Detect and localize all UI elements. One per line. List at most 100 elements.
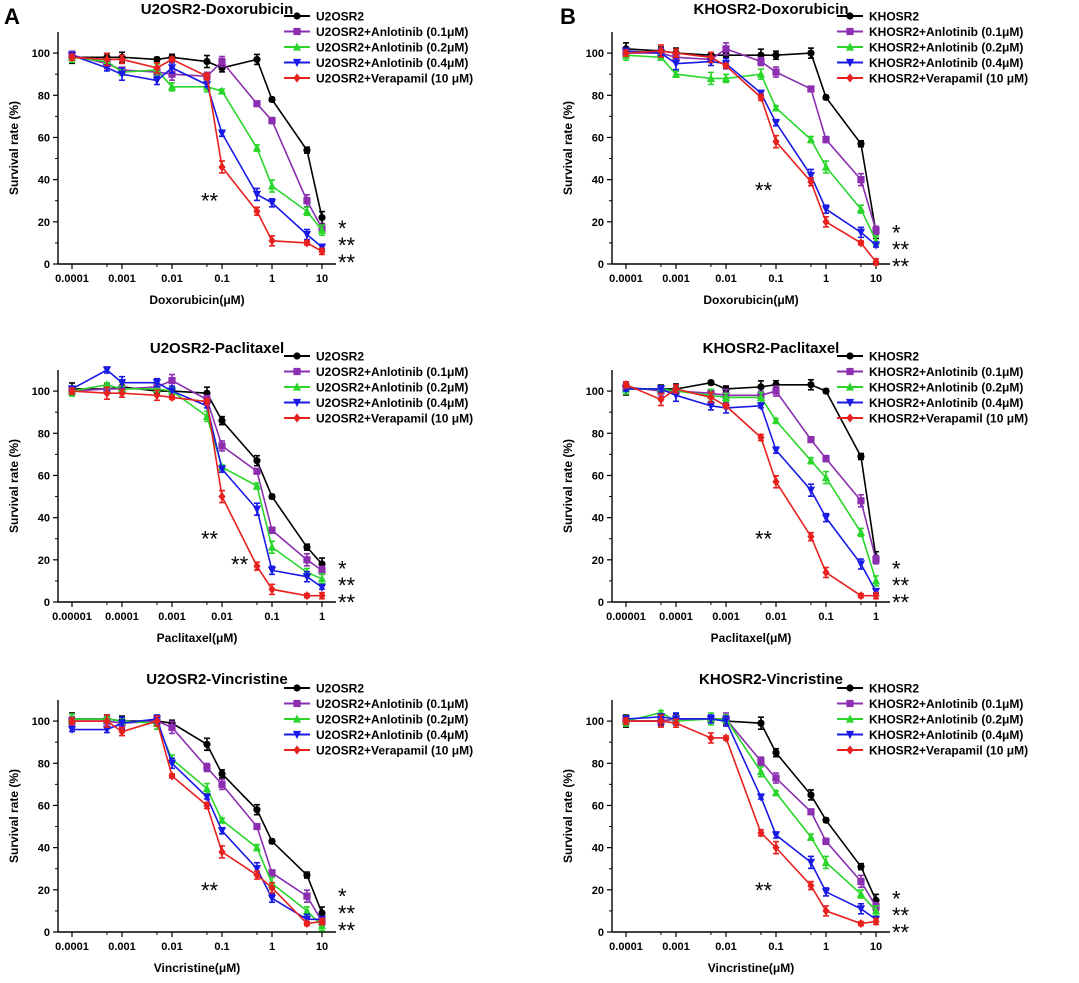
legend-marker bbox=[846, 352, 854, 360]
legend-entry: KHOSR2+Anlotinib (0.2μM) bbox=[837, 381, 1023, 395]
data-point bbox=[267, 542, 277, 551]
series-3 bbox=[621, 383, 881, 587]
legend-marker bbox=[845, 382, 855, 391]
y-tick-label: 20 bbox=[38, 217, 50, 229]
y-tick-label: 20 bbox=[592, 217, 604, 229]
data-point bbox=[807, 436, 815, 444]
data-point bbox=[822, 454, 830, 463]
data-point bbox=[822, 217, 830, 227]
y-axis-label: Survival rate (%) bbox=[561, 439, 575, 533]
data-point bbox=[303, 892, 311, 900]
data-point bbox=[253, 561, 261, 571]
x-axis-label: Vincristine(μM) bbox=[708, 961, 794, 975]
data-point bbox=[268, 526, 276, 534]
legend-label: KHOSR2+Anlotinib (0.2μM) bbox=[869, 41, 1023, 55]
data-point bbox=[856, 228, 866, 237]
data-point bbox=[657, 394, 665, 405]
legend-entry: U2OSR2 bbox=[284, 350, 364, 364]
legend-entry: U2OSR2+Anlotinib (0.1μM) bbox=[284, 697, 468, 711]
x-axis-label: Paclitaxel(μM) bbox=[157, 631, 238, 645]
series-line bbox=[72, 56, 323, 218]
data-point bbox=[757, 92, 765, 102]
data-point bbox=[807, 791, 815, 799]
legend-marker bbox=[293, 367, 301, 376]
significance-marker: ** bbox=[755, 527, 773, 552]
chart-panel-1: 0 20 40 60 80 100 0.0001 0.001 0.01 0.1 1 10 U2OSR2-… bbox=[7, 1, 473, 307]
y-tick-label: 0 bbox=[598, 927, 604, 939]
data-point bbox=[267, 199, 277, 208]
data-point bbox=[821, 205, 831, 214]
series-2 bbox=[622, 712, 880, 912]
legend-marker bbox=[845, 398, 855, 408]
series-line bbox=[626, 381, 877, 558]
legend-marker bbox=[846, 367, 854, 376]
data-point bbox=[757, 828, 765, 838]
data-point bbox=[252, 865, 262, 874]
data-point bbox=[721, 392, 731, 402]
data-point bbox=[303, 918, 311, 929]
legend-marker bbox=[845, 42, 855, 51]
data-point bbox=[218, 847, 226, 857]
y-tick-label: 0 bbox=[598, 597, 604, 609]
data-point bbox=[203, 397, 211, 407]
legend-entry: KHOSR2 bbox=[837, 682, 919, 696]
y-axis-label: Survival rate (%) bbox=[561, 769, 575, 863]
data-point bbox=[117, 379, 127, 388]
y-tick-label: 20 bbox=[38, 885, 50, 897]
data-point bbox=[707, 379, 715, 387]
y-axis-label: Survival rate (%) bbox=[7, 439, 21, 533]
data-point bbox=[318, 916, 326, 927]
series-line bbox=[71, 54, 323, 229]
data-point bbox=[821, 472, 831, 482]
x-tick-label: 0.1 bbox=[264, 611, 279, 623]
legend-label: KHOSR2+Anlotinib (0.1μM) bbox=[869, 25, 1023, 39]
data-point bbox=[268, 492, 276, 501]
data-point bbox=[821, 857, 831, 866]
data-point bbox=[167, 64, 177, 73]
data-point bbox=[253, 55, 261, 64]
chart-title: U2OSR2-Doxorubicin bbox=[141, 1, 294, 18]
significance-marker: ** bbox=[201, 878, 219, 903]
data-point bbox=[756, 793, 766, 802]
data-point bbox=[317, 225, 327, 234]
series-line bbox=[626, 720, 877, 925]
data-point bbox=[772, 749, 780, 757]
data-point bbox=[303, 197, 311, 205]
data-point bbox=[721, 73, 731, 82]
x-tick-label: 0.1 bbox=[768, 941, 783, 953]
data-point bbox=[872, 257, 880, 267]
data-point bbox=[153, 55, 161, 64]
data-point bbox=[203, 800, 211, 811]
series-1 bbox=[622, 42, 880, 240]
data-point bbox=[302, 906, 312, 915]
significance-marker: ** bbox=[892, 573, 910, 598]
series-5 bbox=[622, 380, 880, 601]
y-tick-label: 40 bbox=[592, 513, 604, 525]
data-point bbox=[253, 206, 261, 216]
chart-panel-2: 0 20 40 60 80 100 0.0001 0.001 0.01 0.1 1 10 KHOSR2-… bbox=[561, 1, 1028, 307]
x-tick-label: 1 bbox=[823, 941, 829, 953]
data-point bbox=[203, 740, 211, 748]
data-point bbox=[871, 906, 881, 915]
data-point bbox=[807, 177, 815, 187]
data-point bbox=[302, 230, 312, 240]
data-point bbox=[672, 48, 680, 58]
data-point bbox=[706, 715, 716, 724]
x-tick-label: 10 bbox=[870, 273, 882, 285]
legend-label: KHOSR2+Verapamil (10 μM) bbox=[869, 744, 1028, 758]
y-tick-label: 60 bbox=[38, 132, 50, 144]
legend-label: KHOSR2+Verapamil (10 μM) bbox=[869, 72, 1028, 86]
series-line bbox=[625, 50, 877, 246]
significance-marker: ** bbox=[892, 903, 910, 928]
data-point bbox=[103, 716, 111, 726]
data-point bbox=[168, 70, 176, 78]
data-point bbox=[268, 116, 276, 125]
chart-title: KHOSR2-Paclitaxel bbox=[703, 340, 840, 357]
data-point bbox=[268, 584, 276, 594]
data-point bbox=[303, 146, 311, 154]
series-line bbox=[72, 718, 323, 914]
data-point bbox=[806, 171, 816, 181]
x-tick-label: 0.0001 bbox=[55, 941, 89, 953]
legend-label: KHOSR2 bbox=[869, 682, 919, 696]
data-point bbox=[318, 246, 326, 256]
